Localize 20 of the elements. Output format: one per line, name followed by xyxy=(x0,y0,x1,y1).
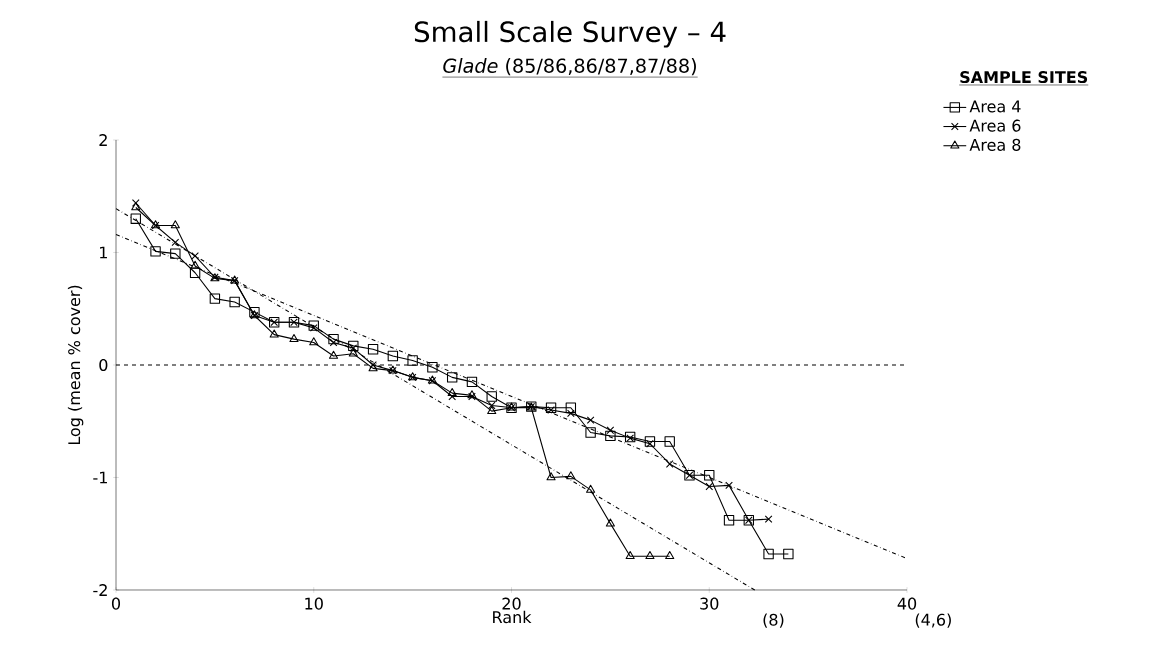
text: (8) xyxy=(763,613,784,628)
x-axis-title: Rank xyxy=(493,610,532,624)
legend-title: SAMPLE SITES xyxy=(960,71,1088,84)
legend-label: Area 8 xyxy=(969,138,1021,151)
text: (4,6) xyxy=(915,613,951,628)
legend-label: Area 4 xyxy=(969,100,1021,113)
y-tick-label: 0 xyxy=(99,358,108,372)
y-tick-label: 1 xyxy=(100,246,107,259)
chart-title: Small Scale Survey – 4 xyxy=(414,20,726,48)
y-tick-label: -2 xyxy=(93,584,107,596)
y-tick-label: -1 xyxy=(93,471,107,484)
x-tick-label: 20 xyxy=(502,597,521,610)
legend-label: Area 6 xyxy=(969,119,1021,132)
x-tick-label: 10 xyxy=(305,597,323,610)
chart-subtitle: Glade (85/86,86/87,87/88) xyxy=(443,58,696,76)
x-tick-label: 0 xyxy=(111,597,121,610)
x-tick-label: 30 xyxy=(700,597,719,610)
y-axis-title: Log (mean % cover) xyxy=(67,285,84,445)
y-tick-label: 2 xyxy=(99,134,107,146)
x-tick-label: 40 xyxy=(897,597,917,610)
